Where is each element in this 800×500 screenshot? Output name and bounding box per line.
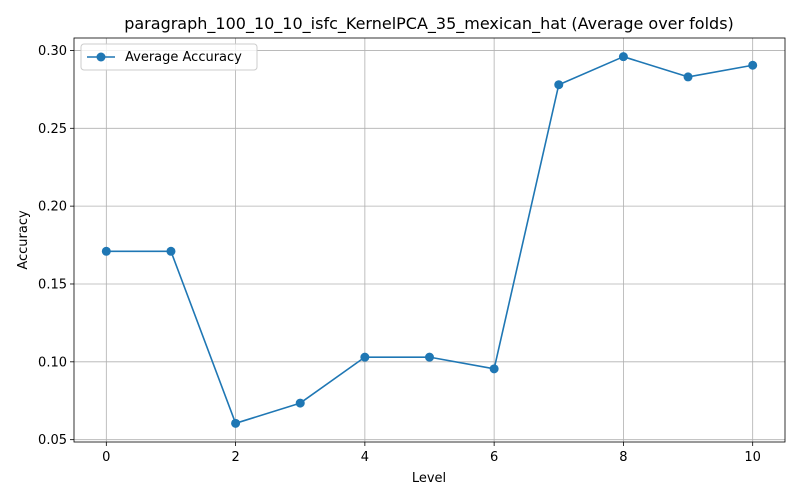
x-tick-label: 6 — [490, 450, 498, 465]
data-point — [489, 364, 499, 374]
data-point — [101, 246, 111, 256]
x-tick-label: 0 — [102, 450, 110, 465]
legend: Average Accuracy — [80, 43, 258, 71]
x-tick-label: 10 — [744, 450, 761, 465]
legend-box — [80, 43, 258, 71]
x-tick-label: 4 — [361, 450, 369, 465]
y-tick-label: 0.30 — [38, 44, 67, 59]
data-point — [231, 418, 241, 428]
data-point — [360, 352, 370, 362]
legend-series-marker — [96, 52, 106, 62]
data-point — [683, 72, 693, 82]
series-layer — [101, 52, 758, 428]
y-tick-label: 0.15 — [38, 277, 67, 292]
legend-label-average-accuracy: Average Accuracy — [125, 50, 242, 65]
data-point — [554, 80, 564, 90]
data-point — [618, 52, 628, 62]
data-point — [425, 352, 434, 362]
series-line-average-accuracy — [106, 55, 753, 425]
y-tick-label: 0.10 — [38, 355, 67, 370]
x-tick-label: 2 — [231, 450, 239, 465]
chart-title: paragraph_100_10_10_isfc_KernelPCA_35_me… — [124, 14, 734, 34]
y-tick-label: 0.05 — [38, 433, 67, 448]
x-tick-label: 8 — [619, 450, 627, 465]
data-point — [166, 246, 176, 256]
y-tick-label: 0.20 — [38, 200, 67, 215]
y-tick-label: 0.25 — [38, 122, 67, 137]
y-axis-label: Accuracy — [16, 210, 31, 270]
data-point — [295, 398, 305, 408]
data-point — [748, 60, 758, 70]
x-axis-label: Level — [412, 471, 446, 486]
plot-area-frame — [73, 37, 786, 443]
grid-lines — [74, 38, 785, 442]
axis-ticks: 0 2 4 6 8 10 0.05 0.10 0.15 0.20 0.25 0.30 — [38, 44, 761, 465]
